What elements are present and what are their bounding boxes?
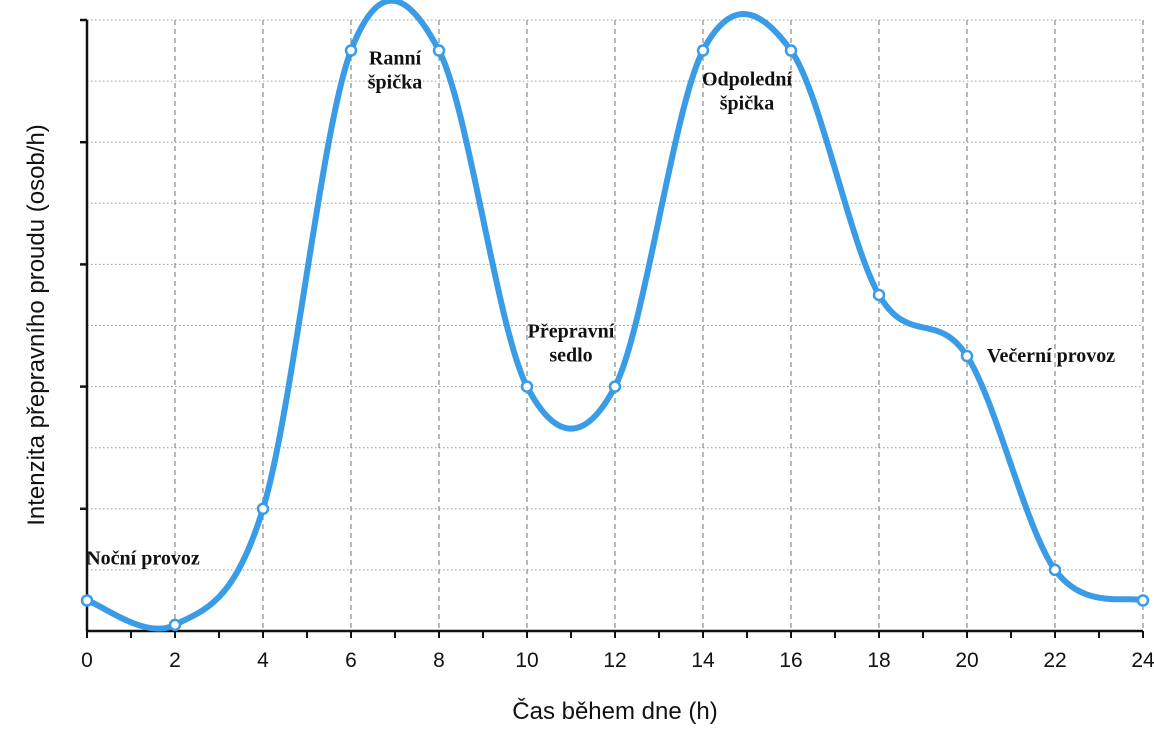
series-line	[84, 0, 1146, 632]
annotation-line: Odpolední	[702, 69, 792, 91]
data-point	[784, 44, 798, 57]
x-tick-label: 14	[691, 649, 715, 672]
series-layer	[80, 0, 1150, 632]
data-point	[520, 380, 534, 393]
annotation-label: Odpolední špička	[702, 69, 792, 115]
data-point	[1048, 563, 1062, 577]
x-tick-label: 24	[1131, 649, 1154, 672]
annotation-label: Přepravní sedlo	[528, 321, 615, 367]
x-axis-title: Čas během dne (h)	[512, 697, 717, 725]
annotation-line: Ranní	[369, 48, 422, 70]
annotation-line: Noční provoz	[86, 547, 200, 569]
x-tick-label: 2	[169, 649, 181, 672]
axes: 0 2 4 6 8 10 12 14 16 18 20 22 24	[80, 18, 1154, 672]
data-point	[344, 44, 358, 57]
annotation-line: špička	[368, 72, 422, 94]
annotation-line: sedlo	[549, 345, 592, 367]
x-tick-label: 4	[257, 649, 269, 672]
x-tick-label: 12	[603, 649, 626, 672]
data-point	[960, 349, 974, 363]
x-tick-label: 18	[867, 649, 890, 672]
x-tick-label: 8	[433, 649, 445, 672]
annotation-line: Večerní provoz	[987, 345, 1115, 367]
data-point	[872, 288, 886, 302]
x-tick-label: 16	[779, 649, 802, 672]
annotation-label: Ranní špička	[368, 48, 422, 94]
annotation-label: Večerní provoz	[987, 345, 1115, 367]
annotation-label: Noční provoz	[86, 547, 200, 569]
x-tick-label: 20	[955, 649, 978, 672]
data-point	[256, 502, 270, 516]
data-point	[1136, 594, 1150, 607]
annotation-line: špička	[720, 93, 774, 115]
data-point	[432, 44, 446, 57]
data-point	[168, 618, 182, 632]
grid	[87, 19, 1144, 631]
data-point	[80, 594, 94, 607]
y-axis-title: Intenzita přepravního proudu (osob/h)	[23, 124, 50, 526]
x-tick-label: 0	[81, 649, 93, 672]
data-point	[608, 380, 622, 393]
x-tick-label: 10	[515, 649, 538, 672]
annotation-line: Přepravní	[528, 321, 615, 343]
data-point	[696, 44, 710, 57]
x-tick-label: 6	[345, 649, 357, 672]
x-tick-label: 22	[1043, 649, 1066, 672]
